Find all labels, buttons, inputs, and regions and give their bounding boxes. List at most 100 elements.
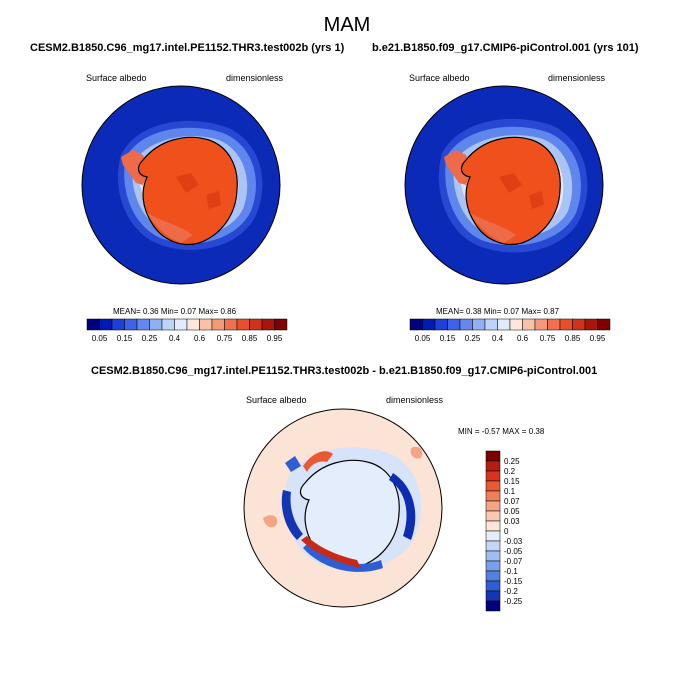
diff-colorbar-swatch: [485, 510, 501, 522]
diff-colorbar-tick-label: -0.15: [504, 577, 523, 586]
panel2-colorbar-swatch: [534, 318, 548, 331]
diff-positive-north: [303, 451, 333, 472]
diff-colorbar-swatch: [485, 570, 501, 582]
panel1-colorbar-swatch: [149, 318, 163, 331]
diff-colorbar-tick-label: -0.25: [504, 597, 523, 606]
diff-colorbar: 0.250.20.150.10.070.050.030-0.03-0.05-0.…: [485, 450, 523, 612]
panel1-colorbar-swatch: [86, 318, 100, 331]
panel1-colorbar-tick-label: 0.25: [142, 334, 158, 343]
diff-colorbar-swatch: [485, 580, 501, 592]
diff-colorbar-swatch: [485, 450, 501, 462]
panel2-colorbar-swatch: [422, 318, 436, 331]
panel2-units-label: dimensionless: [548, 73, 606, 83]
panel2-colorbar-swatch: [434, 318, 448, 331]
panel1-colorbar-swatch: [186, 318, 200, 331]
diff-colorbar-tick-label: 0.03: [504, 517, 520, 526]
panel2-ross-shelf: [470, 213, 516, 243]
panel2-colorbar-swatch: [459, 318, 473, 331]
panel1-polar-map: [81, 85, 281, 285]
panel1-colorbar-tick-label: 0.75: [217, 334, 233, 343]
panel2-colorbar-tick-label: 0.95: [590, 334, 606, 343]
diff-colorbar-swatch: [485, 590, 501, 602]
diff-colorbar-swatch: [485, 530, 501, 542]
panel2-stats: MEAN= 0.38 Min= 0.07 Max= 0.87: [436, 307, 559, 316]
diff-colorbar-tick-label: 0.2: [504, 467, 516, 476]
panel1-max-label: Max=: [198, 307, 219, 316]
panel2-colorbar-tick-label: 0.6: [517, 334, 529, 343]
panel1-colorbar-swatch: [224, 318, 238, 331]
panel2-colorbar-swatch: [497, 318, 511, 331]
diff-negative-north: [285, 456, 301, 472]
diff-panel-title: CESM2.B1850.C96_mg17.intel.PE1152.THR3.t…: [91, 365, 598, 377]
panel1-colorbar-swatch: [136, 318, 150, 331]
diff-colorbar-swatch: [485, 500, 501, 512]
panel2-mean-value: 0.38: [466, 307, 482, 316]
panel1-colorbar-swatch: [99, 318, 113, 331]
panel2-max-value: 0.87: [543, 307, 560, 316]
panel1-colorbar-swatch: [236, 318, 250, 331]
panel1-colorbar-swatch: [211, 318, 225, 331]
panel2-colorbar-swatch: [522, 318, 536, 331]
panel2-max-label: Max=: [521, 307, 542, 316]
panel2-colorbar-tick-label: 0.4: [492, 334, 504, 343]
diff-colorbar-swatch: [485, 520, 501, 532]
figure-title: MAM: [323, 14, 371, 36]
diff-colorbar-tick-label: -0.03: [504, 537, 523, 546]
panel1-units-label: dimensionless: [226, 73, 284, 83]
panel2-colorbar-tick-label: 0.85: [565, 334, 581, 343]
panel1-colorbar-swatch: [199, 318, 213, 331]
diff-colorbar-swatch: [485, 470, 501, 482]
panel2-colorbar-swatch: [584, 318, 598, 331]
panel2-colorbar-tick-label: 0.75: [540, 334, 556, 343]
panel1-colorbar-swatch: [111, 318, 125, 331]
panel1-peninsula: [121, 150, 149, 185]
diff-negative-south: [303, 542, 383, 572]
panel1-colorbar-tick-label: 0.05: [92, 334, 108, 343]
diff-variable-label: Surface albedo: [246, 395, 307, 405]
diff-positive-south: [301, 536, 361, 568]
diff-negative-east: [389, 473, 416, 540]
diff-colorbar-tick-label: 0.07: [504, 497, 520, 506]
diff-units-label: dimensionless: [386, 395, 444, 405]
diff-colorbar-swatch: [485, 490, 501, 502]
diff-colorbar-tick-label: -0.2: [504, 587, 518, 596]
panel2-colorbar-swatch: [472, 318, 486, 331]
panel1-mean-value: 0.36: [143, 307, 159, 316]
panel1-case-title: CESM2.B1850.C96_mg17.intel.PE1152.THR3.t…: [30, 42, 345, 54]
diff-colorbar-tick-label: -0.1: [504, 567, 518, 576]
panel2-mean-label: MEAN=: [436, 307, 464, 316]
panel2-colorbar-swatch: [409, 318, 423, 331]
panel1-colorbar-tick-label: 0.85: [242, 334, 258, 343]
diff-polar-map: [243, 408, 443, 608]
panel1-variable-label: Surface albedo: [86, 73, 147, 83]
panel1-colorbar-swatch: [261, 318, 275, 331]
panel1-colorbar-tick-label: 0.4: [169, 334, 181, 343]
panel1-colorbar-tick-label: 0.95: [267, 334, 283, 343]
panel2-colorbar-tick-label: 0.25: [465, 334, 481, 343]
panel1-colorbar-swatch: [274, 318, 288, 331]
panel2-colorbar-swatch: [597, 318, 611, 331]
panel1-colorbar-tick-label: 0.6: [194, 334, 206, 343]
panel2-colorbar-swatch: [547, 318, 561, 331]
panel2-colorbar-tick-label: 0.15: [440, 334, 456, 343]
panel2-peninsula: [444, 150, 472, 185]
panel2-colorbar-swatch: [572, 318, 586, 331]
diff-colorbar-swatch: [485, 560, 501, 572]
diff-colorbar-tick-label: -0.07: [504, 557, 523, 566]
panel1-colorbar-swatch: [249, 318, 263, 331]
panel2-colorbar: 0.05 0.15 0.25 0.4 0.6 0.75 0.85 0.95: [409, 318, 611, 343]
diff-colorbar-tick-label: -0.05: [504, 547, 523, 556]
panel2-polar-map: [404, 85, 604, 285]
panel2-variable-label: Surface albedo: [409, 73, 470, 83]
diff-colorbar-tick-label: 0.15: [504, 477, 520, 486]
diff-colorbar-swatch: [485, 550, 501, 562]
panel1-max-value: 0.86: [220, 307, 237, 316]
panel2-colorbar-tick-label: 0.05: [415, 334, 431, 343]
panel1-mean-label: MEAN=: [113, 307, 141, 316]
diff-colorbar-tick-label: 0.05: [504, 507, 520, 516]
panel2-case-title: b.e21.B1850.f09_g17.CMIP6-piControl.001 …: [372, 42, 639, 54]
panel1-colorbar: 0.05 0.15 0.25 0.4 0.6 0.75 0.85 0.95: [86, 318, 288, 343]
panel1-stats: MEAN= 0.36 Min= 0.07 Max= 0.86: [113, 307, 236, 316]
panel1-colorbar-swatch: [124, 318, 138, 331]
diff-colorbar-tick-label: 0: [504, 527, 509, 536]
